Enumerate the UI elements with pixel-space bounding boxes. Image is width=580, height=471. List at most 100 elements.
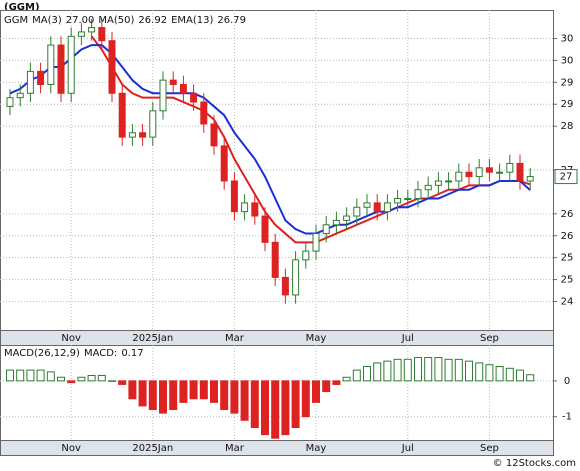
macd-bar (77, 376, 86, 382)
macd-bar (526, 374, 535, 382)
candle-body (363, 202, 371, 208)
macd-bar (189, 380, 198, 400)
candle-body (394, 197, 402, 204)
macd-bar (444, 358, 453, 382)
candle-body (434, 180, 442, 186)
candle-body (230, 180, 238, 213)
x-tick-label: Sep (480, 443, 499, 454)
macd-bar (128, 380, 137, 400)
macd-bar (465, 360, 473, 382)
price-tag-label: 27 (560, 172, 573, 183)
y-tick-label: 30 (561, 33, 574, 44)
candle-body (47, 44, 55, 86)
macd-bar (312, 380, 320, 403)
candle-body (200, 101, 208, 125)
macd-bar (342, 376, 351, 382)
x-axis-band (0, 440, 554, 456)
candle-body (414, 189, 422, 199)
candle-body (445, 180, 453, 183)
macd-bar (322, 380, 331, 393)
y-tick-label: 28 (561, 121, 574, 132)
legend-text: MACD: (84, 348, 117, 359)
macd-bar (108, 380, 116, 382)
macd-bar (97, 374, 106, 382)
macd-bar (220, 380, 229, 411)
x-tick-label: 2025Jan (132, 333, 173, 344)
candle-body (37, 70, 45, 86)
candle-body (251, 202, 259, 217)
macd-bar (159, 380, 167, 414)
macd-bar (6, 369, 14, 382)
candle-body (516, 162, 524, 182)
macd-bar (475, 362, 484, 382)
macd-bar (118, 380, 127, 385)
legend-text: MACD(26,12,9) (4, 348, 80, 359)
y-tick-label: 25 (561, 275, 574, 286)
candle-body (424, 184, 432, 191)
y-tick-label: 26 (561, 209, 574, 220)
legend-text: MA(3) (32, 15, 62, 26)
macd-bar (414, 357, 422, 382)
macd-bar (169, 380, 178, 411)
macd-bar (26, 369, 35, 382)
candle-body (179, 84, 187, 94)
macd-bar (179, 380, 188, 403)
candle-body (455, 171, 463, 182)
candle-body (220, 145, 228, 182)
candle-body (159, 79, 167, 112)
legend-text: MA(50) (98, 15, 134, 26)
candle-body (343, 215, 351, 221)
y-tick-label: 29 (561, 77, 574, 88)
macd-bar (148, 380, 157, 411)
legend-text: 26.92 (138, 15, 167, 26)
price-tag (554, 169, 578, 185)
candle-body (57, 44, 65, 94)
macd-bar (57, 376, 65, 382)
indicator-line (9, 44, 531, 235)
macd-bar (210, 380, 218, 403)
candle-body (292, 259, 300, 296)
candle-body (190, 92, 198, 103)
macd-bar (373, 362, 382, 382)
macd-bar (516, 369, 524, 382)
macd-bar (393, 358, 402, 382)
macd-bar (383, 360, 392, 382)
macd-bar (67, 380, 76, 384)
candle-body (169, 79, 177, 86)
macd-bar (403, 358, 412, 382)
macd-bar (271, 380, 280, 439)
candle-body (302, 250, 310, 261)
candle-body (506, 162, 514, 173)
x-tick-label: 2025Jan (132, 443, 173, 454)
x-tick-label: Mar (225, 333, 245, 344)
candle-body (67, 35, 75, 94)
y-tick-label: 26 (561, 231, 574, 242)
x-tick-label: Nov (61, 333, 81, 344)
macd-bar (261, 380, 269, 436)
candle-body (404, 197, 412, 200)
legend-text: EMA(13) (171, 15, 213, 26)
candle-body (118, 92, 126, 138)
y-tick-label: 24 (561, 297, 574, 308)
chart-title: (GGM) (4, 2, 40, 13)
candle-body (6, 97, 14, 107)
candle-body (128, 132, 136, 138)
candle-body (496, 171, 504, 174)
candle-body (526, 176, 534, 182)
macd-bar (332, 380, 341, 385)
footer: © 12Stocks.com (493, 458, 576, 469)
candle-body (26, 70, 34, 94)
macd-bar (495, 366, 504, 382)
legend-text: 26.79 (217, 15, 246, 26)
macd-bar (363, 366, 371, 382)
candle-body (139, 132, 147, 138)
candle-body (322, 224, 330, 235)
candle-body (383, 202, 391, 213)
macd-bar (424, 357, 433, 382)
x-tick-label: Jul (401, 333, 414, 344)
macd-bar (485, 364, 494, 382)
macd-bar (454, 358, 463, 382)
macd-bar (291, 380, 300, 428)
macd-bar (87, 374, 96, 382)
candle-body (281, 276, 289, 296)
